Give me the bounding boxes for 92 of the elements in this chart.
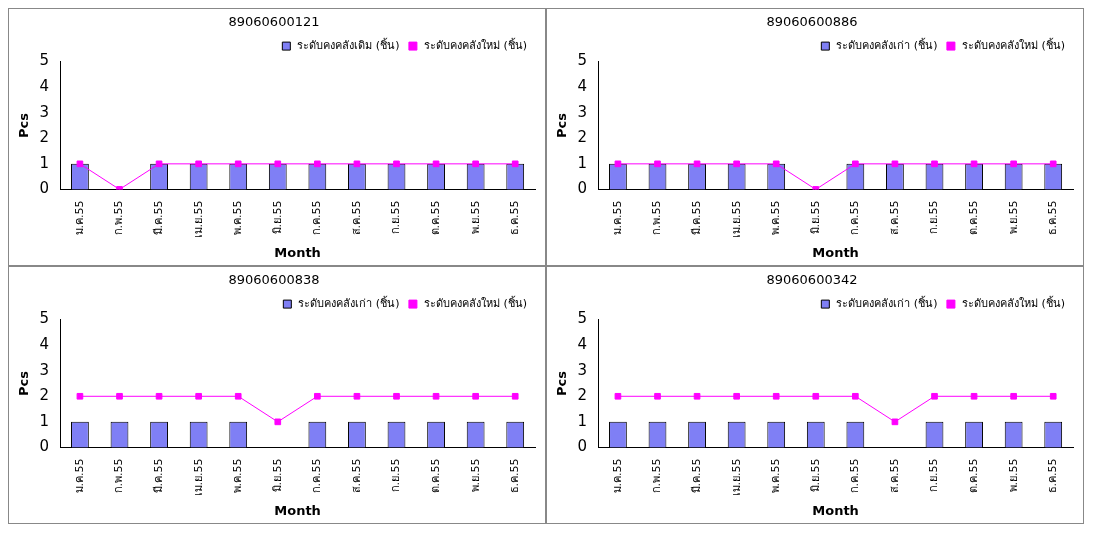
x-tick-label: ส.ค.55 bbox=[887, 200, 901, 236]
y-axis-title: Pcs bbox=[554, 370, 570, 396]
y-tick-label: 3 bbox=[39, 102, 50, 121]
y-tick-label: 2 bbox=[577, 386, 588, 405]
x-tick-label: ต.ค.55 bbox=[428, 458, 442, 494]
x-tick-label: ก.พ.55 bbox=[112, 200, 126, 236]
x-tick-label: ก.ย.55 bbox=[927, 200, 941, 235]
x-tick-label: ธ.ค.55 bbox=[1046, 458, 1060, 494]
x-tick-label: มิ.ย.55 bbox=[808, 200, 822, 235]
x-tick-label: มี.ค.55 bbox=[151, 458, 165, 494]
y-tick-label: 4 bbox=[39, 335, 50, 354]
y-tick-label: 1 bbox=[577, 411, 588, 430]
x-tick-label: มี.ค.55 bbox=[151, 200, 165, 236]
x-tick-label: ต.ค.55 bbox=[428, 200, 442, 236]
x-tick-label: ก.ย.55 bbox=[389, 200, 403, 235]
y-tick-label: 4 bbox=[577, 77, 588, 96]
x-tick-label: ต.ค.55 bbox=[966, 200, 980, 236]
x-tick-label: ต.ค.55 bbox=[966, 458, 980, 494]
y-tick-label: 1 bbox=[39, 411, 50, 430]
x-tick-label: พ.ค.55 bbox=[231, 458, 245, 494]
x-tick-label: มิ.ย.55 bbox=[270, 458, 284, 493]
x-tick-label: มิ.ย.55 bbox=[808, 458, 822, 493]
y-tick-label: 5 bbox=[577, 51, 588, 70]
y-tick-label: 1 bbox=[39, 153, 50, 172]
x-axis-title: Month bbox=[812, 502, 859, 518]
x-axis-title: Month bbox=[274, 244, 321, 260]
x-tick-label: ก.ค.55 bbox=[848, 200, 862, 236]
x-tick-label: ก.ค.55 bbox=[310, 200, 324, 236]
x-axis-title: Month bbox=[274, 502, 321, 518]
chart-title: 89060600342 bbox=[766, 272, 858, 288]
x-tick-label: ม.ค.55 bbox=[72, 458, 86, 494]
x-tick-label: พ.ย.55 bbox=[1006, 458, 1020, 493]
y-tick-label: 5 bbox=[39, 51, 50, 70]
x-tick-label: ก.พ.55 bbox=[112, 458, 126, 494]
x-tick-label: ก.พ.55 bbox=[650, 458, 664, 494]
y-tick-label: 2 bbox=[39, 128, 50, 147]
x-tick-label: ธ.ค.55 bbox=[1046, 200, 1060, 236]
x-tick-label: พ.ย.55 bbox=[1006, 200, 1020, 235]
y-tick-label: 4 bbox=[577, 335, 588, 354]
x-tick-label: ก.ค.55 bbox=[310, 458, 324, 494]
y-tick-label: 2 bbox=[39, 386, 50, 405]
x-tick-label: พ.ค.55 bbox=[769, 200, 783, 236]
x-tick-label: ธ.ค.55 bbox=[508, 200, 522, 236]
x-tick-label: ก.พ.55 bbox=[650, 200, 664, 236]
legend-label: ระดับคงคลังเก่า (ชิ้น) bbox=[836, 294, 938, 310]
x-tick-label: มิ.ย.55 bbox=[270, 200, 284, 235]
legend-label: ระดับคงคลังใหม่ (ชิ้น) bbox=[961, 36, 1066, 52]
y-axis-title: Pcs bbox=[16, 370, 32, 396]
y-axis-title: Pcs bbox=[554, 112, 570, 138]
y-tick-label: 0 bbox=[577, 179, 588, 198]
x-tick-label: ส.ค.55 bbox=[349, 458, 363, 494]
legend-label: ระดับคงคลังเก่า (ชิ้น) bbox=[836, 36, 938, 52]
legend-label: ระดับคงคลังเดิม (ชิ้น) bbox=[297, 36, 400, 52]
x-tick-label: ม.ค.55 bbox=[72, 200, 86, 236]
x-tick-label: มี.ค.55 bbox=[689, 200, 703, 236]
y-tick-label: 3 bbox=[39, 360, 50, 379]
y-tick-label: 1 bbox=[577, 153, 588, 172]
x-tick-label: พ.ค.55 bbox=[769, 458, 783, 494]
y-tick-label: 0 bbox=[577, 437, 588, 456]
x-tick-label: ก.ค.55 bbox=[848, 458, 862, 494]
x-axis-title: Month bbox=[812, 244, 859, 260]
y-tick-label: 0 bbox=[39, 437, 50, 456]
x-tick-label: เม.ย.55 bbox=[191, 458, 205, 497]
legend-label: ระดับคงคลังเก่า (ชิ้น) bbox=[298, 294, 400, 310]
x-tick-label: ส.ค.55 bbox=[887, 458, 901, 494]
x-tick-label: ธ.ค.55 bbox=[508, 458, 522, 494]
y-tick-label: 0 bbox=[39, 179, 50, 198]
x-tick-label: เม.ย.55 bbox=[729, 200, 743, 239]
legend-label: ระดับคงคลังใหม่ (ชิ้น) bbox=[423, 36, 528, 52]
chart-title: 89060600121 bbox=[228, 14, 320, 30]
x-tick-label: เม.ย.55 bbox=[729, 458, 743, 497]
y-tick-label: 3 bbox=[577, 102, 588, 121]
x-tick-label: พ.ย.55 bbox=[468, 458, 482, 493]
chart-title: 89060600886 bbox=[766, 14, 858, 30]
y-axis-title: Pcs bbox=[16, 112, 32, 138]
legend-label: ระดับคงคลังใหม่ (ชิ้น) bbox=[961, 294, 1066, 310]
x-tick-label: ก.ย.55 bbox=[389, 458, 403, 493]
x-tick-label: ม.ค.55 bbox=[610, 200, 624, 236]
legend-label: ระดับคงคลังใหม่ (ชิ้น) bbox=[423, 294, 528, 310]
x-tick-label: ม.ค.55 bbox=[610, 458, 624, 494]
y-tick-label: 5 bbox=[577, 309, 588, 328]
x-tick-label: ส.ค.55 bbox=[349, 200, 363, 236]
x-tick-label: ก.ย.55 bbox=[927, 458, 941, 493]
y-tick-label: 2 bbox=[577, 128, 588, 147]
y-tick-label: 5 bbox=[39, 309, 50, 328]
x-tick-label: มี.ค.55 bbox=[689, 458, 703, 494]
y-tick-label: 3 bbox=[577, 360, 588, 379]
chart-title: 89060600838 bbox=[228, 272, 320, 288]
x-tick-label: พ.ย.55 bbox=[468, 200, 482, 235]
x-tick-label: พ.ค.55 bbox=[231, 200, 245, 236]
y-tick-label: 4 bbox=[39, 77, 50, 96]
x-tick-label: เม.ย.55 bbox=[191, 200, 205, 239]
